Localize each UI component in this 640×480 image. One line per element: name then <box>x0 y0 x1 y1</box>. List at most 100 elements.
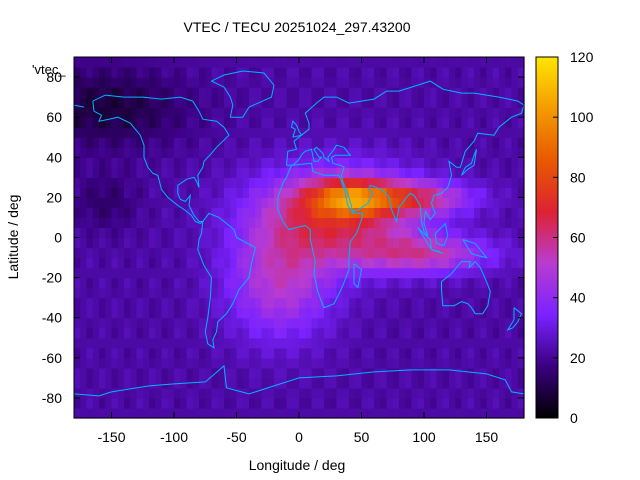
heatmap-cell <box>99 237 106 249</box>
heatmap-cell <box>167 67 175 78</box>
heatmap-cell <box>130 77 138 88</box>
heatmap-cell <box>280 317 288 329</box>
heatmap-cell <box>417 217 425 229</box>
heatmap-cell <box>399 397 406 409</box>
heatmap-cell <box>236 117 244 128</box>
heatmap-cell <box>336 367 344 379</box>
heatmap-cell <box>442 367 450 379</box>
heatmap-cell <box>92 297 100 309</box>
heatmap-cell <box>430 367 438 379</box>
heatmap-cell <box>180 97 188 108</box>
heatmap-cell <box>367 197 375 209</box>
heatmap-cell <box>274 267 281 279</box>
heatmap-cell <box>486 367 494 379</box>
heatmap-cell <box>511 347 519 359</box>
heatmap-cell <box>149 317 156 329</box>
heatmap-cell <box>80 77 88 88</box>
heatmap-cell <box>449 377 456 389</box>
heatmap-cell <box>499 117 506 128</box>
heatmap-cell <box>436 227 444 239</box>
heatmap-cell <box>286 187 294 198</box>
heatmap-cell <box>199 57 206 68</box>
heatmap-cell <box>217 367 225 379</box>
heatmap-cell <box>255 87 263 98</box>
coastline-path <box>506 307 523 331</box>
heatmap-cell <box>149 297 156 309</box>
heatmap-cell <box>392 157 400 168</box>
heatmap-cell <box>317 257 325 269</box>
heatmap-cell <box>449 107 456 118</box>
heatmap-cell <box>174 287 181 299</box>
heatmap-cell <box>192 97 200 108</box>
heatmap-cell <box>161 257 169 269</box>
heatmap-cell <box>161 307 169 319</box>
heatmap-cell <box>461 397 469 409</box>
heatmap-cell <box>161 247 169 259</box>
heatmap-cell <box>511 247 519 259</box>
heatmap-cell <box>180 217 188 229</box>
heatmap-cell <box>149 147 156 158</box>
heatmap-cell <box>80 207 88 219</box>
heatmap-cell <box>492 387 500 399</box>
heatmap-cell <box>124 217 131 229</box>
heatmap-cell <box>411 267 419 279</box>
heatmap-cell <box>174 337 181 349</box>
heatmap-cell <box>417 247 425 259</box>
heatmap-cell <box>449 257 456 269</box>
heatmap-cell <box>142 217 150 229</box>
heatmap-cell <box>349 307 356 319</box>
heatmap-cell <box>349 397 356 409</box>
heatmap-cell <box>324 257 331 269</box>
heatmap-cell <box>130 277 138 289</box>
heatmap-cell <box>355 337 363 349</box>
heatmap-cell <box>155 407 163 419</box>
heatmap-cell <box>467 167 475 178</box>
heatmap-cell <box>186 197 194 209</box>
heatmap-cell <box>80 157 88 168</box>
heatmap-cell <box>474 207 481 219</box>
heatmap-cell <box>455 177 463 188</box>
heatmap-cell <box>199 147 206 158</box>
heatmap-cell <box>449 117 456 128</box>
heatmap-cell <box>111 157 119 168</box>
heatmap-cell <box>224 187 231 198</box>
heatmap-cell <box>174 137 181 148</box>
heatmap-cell <box>292 177 300 188</box>
heatmap-cell <box>274 317 281 329</box>
heatmap-cell <box>492 137 500 148</box>
heatmap-cell <box>417 87 425 98</box>
heatmap-cell <box>117 247 125 259</box>
heatmap-cell <box>405 347 413 359</box>
heatmap-cell <box>474 127 481 138</box>
heatmap-cell <box>155 107 163 118</box>
heatmap-cell <box>167 407 175 419</box>
heatmap-cell <box>342 197 350 209</box>
heatmap-cell <box>305 347 313 359</box>
heatmap-cell <box>355 127 363 138</box>
heatmap-cell <box>161 67 169 78</box>
heatmap-cell <box>449 287 456 299</box>
heatmap-cell <box>261 67 269 78</box>
heatmap-cell <box>274 217 281 229</box>
heatmap-cell <box>342 177 350 188</box>
heatmap-cell <box>174 357 181 369</box>
heatmap-cell <box>449 367 456 379</box>
heatmap-cell <box>349 377 356 389</box>
heatmap-cell <box>192 267 200 279</box>
heatmap-cell <box>480 377 488 389</box>
heatmap-cell <box>374 407 381 419</box>
heatmap-cell <box>480 397 488 409</box>
heatmap-cell <box>386 147 394 158</box>
heatmap-cell <box>261 107 269 118</box>
heatmap-cell <box>205 57 213 68</box>
heatmap-cell <box>480 207 488 219</box>
heatmap-cell <box>217 297 225 309</box>
heatmap-cell <box>105 77 113 88</box>
heatmap-cell <box>242 117 250 128</box>
heatmap-cell <box>117 277 125 289</box>
coastline-path <box>461 149 477 176</box>
heatmap-cell <box>149 217 156 229</box>
heatmap-cell <box>174 307 181 319</box>
heatmap-cell <box>292 147 300 158</box>
heatmap-cell <box>224 147 231 158</box>
